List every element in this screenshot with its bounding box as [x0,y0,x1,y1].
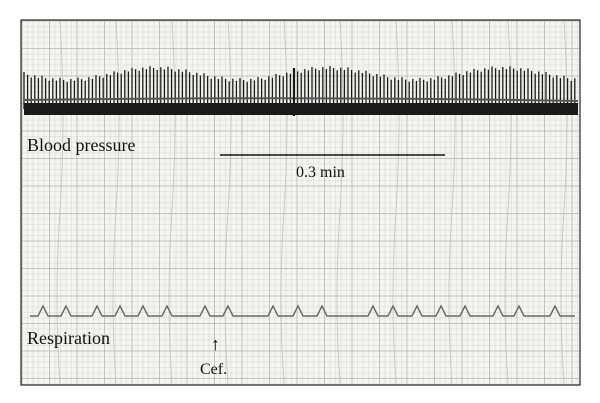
figure-frame [20,19,581,386]
bp-pulse-strokes [23,66,576,109]
respiration-line [30,304,575,317]
blood-pressure-label: Blood pressure [27,135,135,155]
scale-bar-label: 0.3 min [296,164,345,181]
blood-pressure-trace [23,66,579,116]
bp-baseline-band [24,103,578,115]
respiration-trace [30,304,575,317]
paper-grid [21,20,579,385]
grid-major-lines [21,20,579,384]
respiration-label: Respiration [27,328,110,348]
bp-diastolic-line [23,97,579,102]
grid-timing-curves [56,20,568,385]
cef-label: Cef. [200,361,227,378]
cef-arrow-icon: ↑ [211,334,220,354]
